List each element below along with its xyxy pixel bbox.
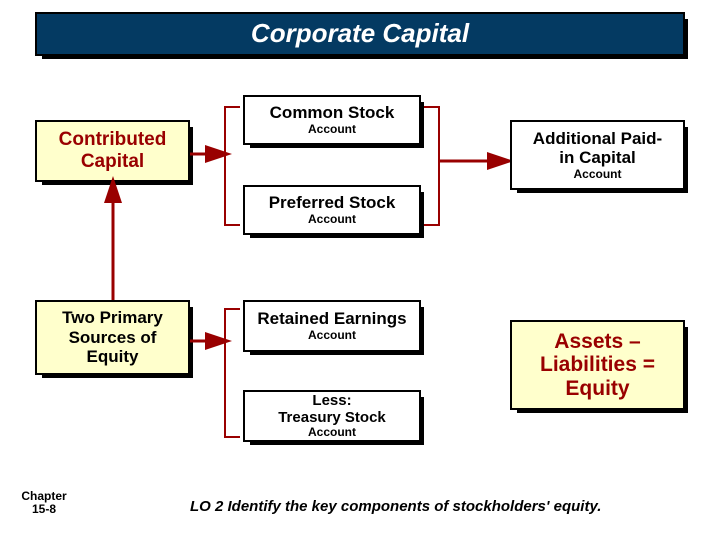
treasury-main1: Less:: [312, 392, 351, 409]
arrow-right-twoprim-icon: [190, 332, 226, 350]
treasury-stock-box: Less: Treasury Stock Account: [243, 390, 421, 442]
preferred-stock-box: Preferred Stock Account: [243, 185, 421, 235]
common-main: Common Stock: [270, 103, 395, 123]
apic-box: Additional Paid- in Capital Account: [510, 120, 685, 190]
twoprim-line3: Equity: [87, 347, 139, 367]
contributed-capital-box: Contributed Capital: [35, 120, 190, 182]
common-sub: Account: [308, 123, 356, 137]
contrib-line1: Contributed: [59, 129, 167, 151]
retained-main: Retained Earnings: [257, 309, 406, 329]
common-stock-box: Common Stock Account: [243, 95, 421, 145]
twoprim-line1: Two Primary: [62, 308, 163, 328]
preferred-main: Preferred Stock: [269, 193, 396, 213]
arrow-right-contrib-icon: [190, 145, 226, 163]
treasury-main2: Treasury Stock: [278, 409, 386, 426]
arrow-right-apic-icon: [440, 152, 510, 170]
bracket-left-lower: [224, 308, 240, 438]
title-banner: Corporate Capital: [35, 12, 685, 56]
eq-line3: Equity: [565, 377, 629, 400]
contrib-line2: Capital: [81, 151, 144, 173]
eq-line1: Assets –: [554, 330, 640, 353]
bracket-left-upper: [224, 106, 240, 226]
apic-line2: in Capital: [559, 148, 636, 168]
apic-line1: Additional Paid-: [533, 129, 662, 149]
learning-objective: LO 2 Identify the key components of stoc…: [190, 498, 601, 515]
apic-sub: Account: [574, 168, 622, 182]
equity-equation-box: Assets – Liabilities = Equity: [510, 320, 685, 410]
arrow-up-icon: [104, 182, 122, 300]
eq-line2: Liabilities =: [540, 353, 655, 376]
twoprim-line2: Sources of: [69, 328, 157, 348]
preferred-sub: Account: [308, 213, 356, 227]
treasury-sub: Account: [308, 426, 356, 440]
chapter-label: Chapter 15-8: [14, 490, 74, 516]
chapter-line2: 15-8: [14, 503, 74, 516]
title-text: Corporate Capital: [251, 19, 469, 49]
retained-earnings-box: Retained Earnings Account: [243, 300, 421, 352]
bracket-right-upper: [424, 106, 440, 226]
retained-sub: Account: [308, 329, 356, 343]
two-primary-box: Two Primary Sources of Equity: [35, 300, 190, 375]
